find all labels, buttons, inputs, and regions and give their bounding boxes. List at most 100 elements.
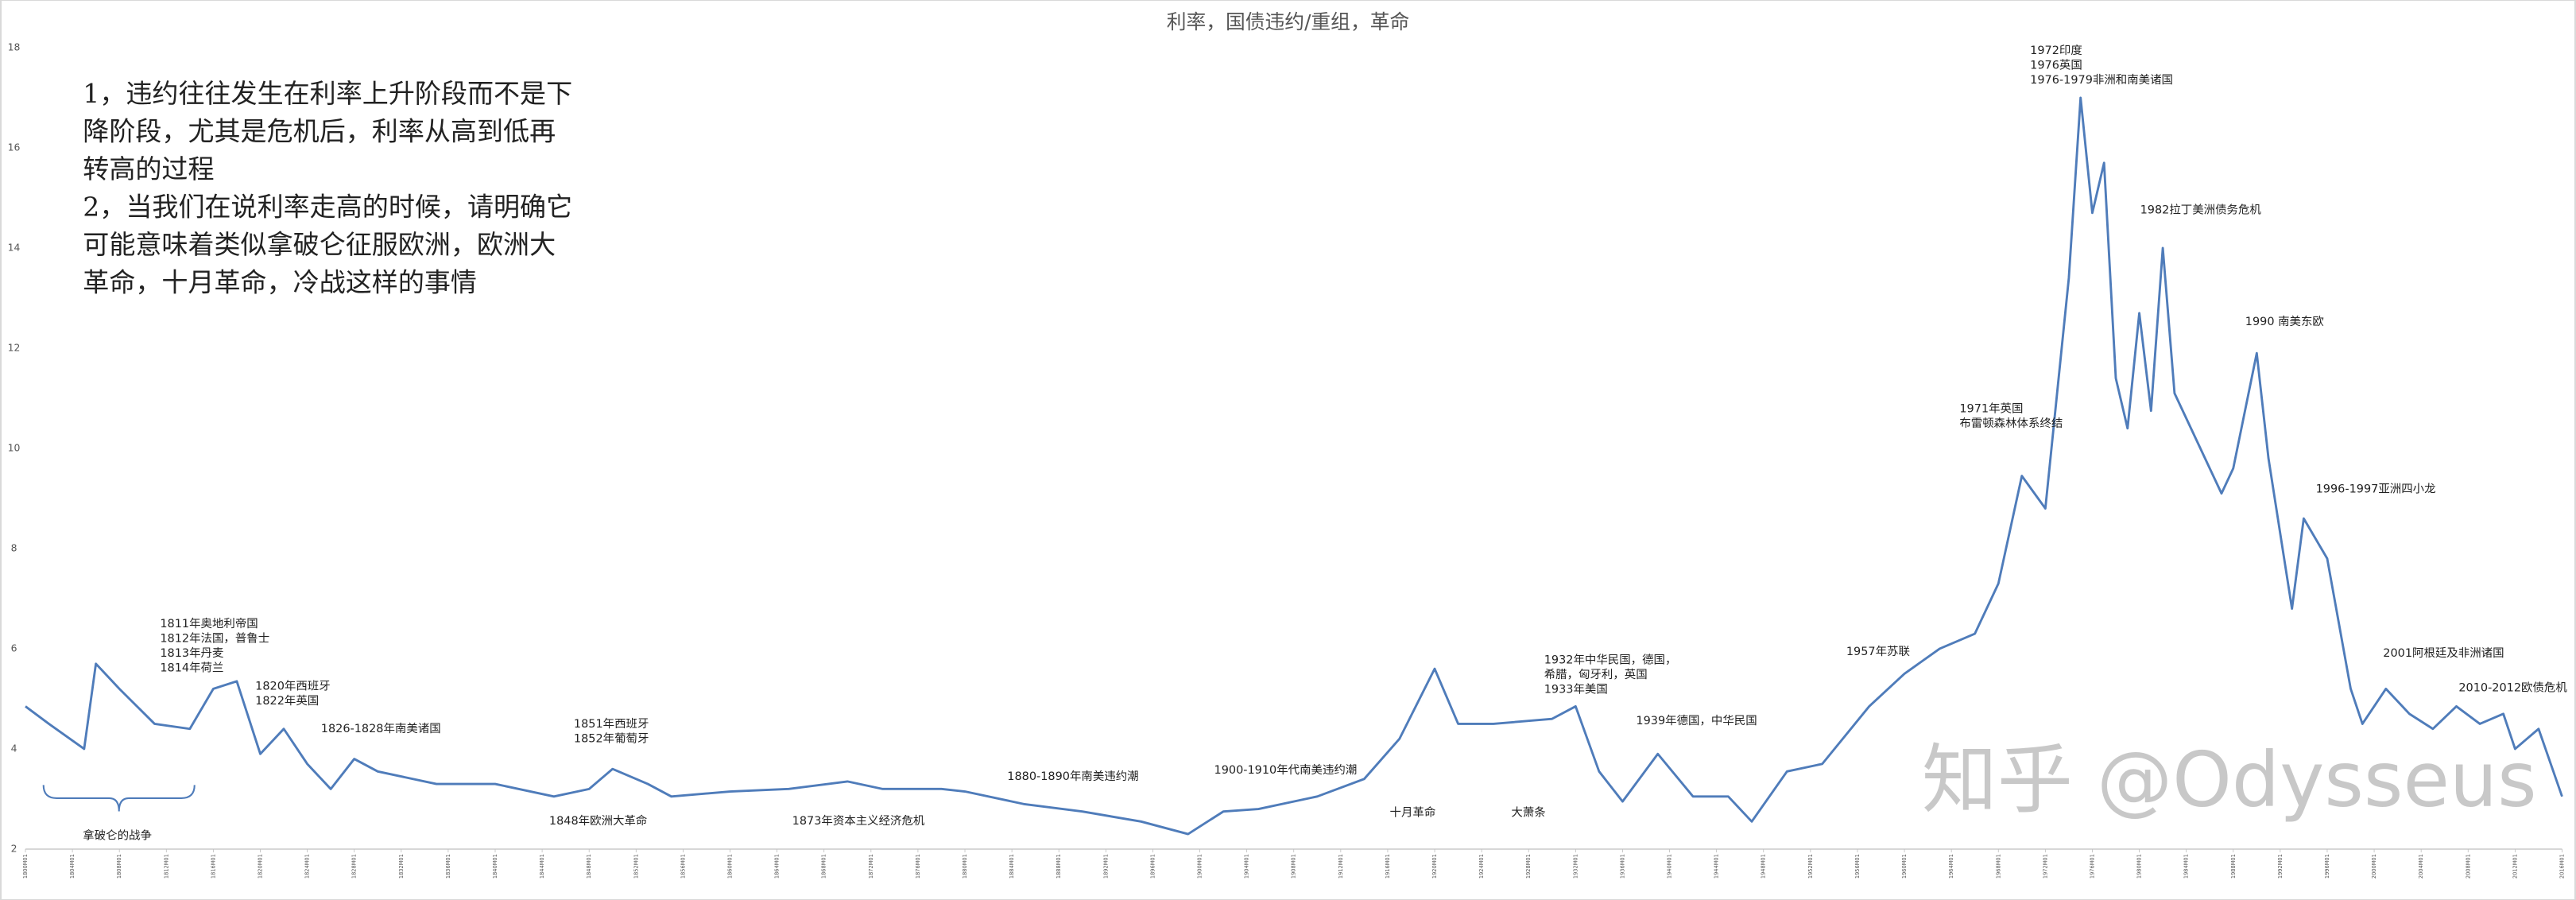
annotation: 1990 南美东欧 <box>2245 315 2324 328</box>
x-tick-label: 1816M01 <box>210 854 216 879</box>
x-tick-label: 1840M01 <box>492 854 498 879</box>
annotation: 1851年西班牙 <box>574 717 649 731</box>
x-tick-label: 1996M01 <box>2324 854 2330 879</box>
x-tick-label: 2000M01 <box>2371 854 2377 879</box>
annotation: 1933年美国 <box>1544 683 1608 696</box>
x-tick-label: 1916M01 <box>1385 854 1391 879</box>
annotation: 1812年法国，普鲁士 <box>160 632 269 646</box>
annotation: 1811年奥地利帝国 <box>160 617 258 630</box>
y-tick-label: 4 <box>11 742 17 754</box>
x-tick-label: 1988M01 <box>2230 854 2237 879</box>
annotation: 1813年丹麦 <box>160 646 223 660</box>
note-line: 降阶段，尤其是危机后，利率从高到低再 <box>83 115 556 146</box>
x-tick-label: 1908M01 <box>1291 854 1297 879</box>
annotation: 2001阿根廷及非洲诸国 <box>2383 646 2504 660</box>
annotation: 1848年欧洲大革命 <box>549 813 647 828</box>
x-tick-label: 1936M01 <box>1619 854 1625 879</box>
x-tick-label: 1968M01 <box>1995 854 2001 879</box>
x-tick-label: 1976M01 <box>2089 854 2095 879</box>
x-tick-label: 1820M01 <box>257 854 263 879</box>
x-tick-label: 1836M01 <box>445 854 451 879</box>
x-tick-label: 1956M01 <box>1854 854 1861 879</box>
x-tick-label: 1828M01 <box>351 854 358 879</box>
x-tick-label: 1824M01 <box>304 854 311 879</box>
x-tick-label: 1860M01 <box>727 854 734 879</box>
y-tick-label: 12 <box>8 341 21 353</box>
x-tick-label: 1888M01 <box>1056 854 1062 879</box>
annotation: 1957年苏联 <box>1846 645 1910 658</box>
annotation: 1982拉丁美洲债务危机 <box>2140 203 2262 216</box>
x-tick-label: 1808M01 <box>116 854 122 879</box>
annotation: 大萧条 <box>1511 806 1545 820</box>
annotation: 2010-2012欧债危机 <box>2458 681 2567 695</box>
y-tick-label: 14 <box>8 241 21 253</box>
x-tick-label: 1912M01 <box>1338 854 1344 879</box>
annotation: 1976-1979非洲和南美诸国 <box>2030 73 2173 87</box>
x-tick-label: 1924M01 <box>1478 854 1485 879</box>
note-line: 可能意味着类似拿破仑征服欧洲，欧洲大 <box>83 229 556 260</box>
annotation: 1822年英国 <box>255 693 319 708</box>
annotation: 1976英国 <box>2030 58 2082 72</box>
x-tick-label: 1920M01 <box>1431 854 1438 879</box>
x-tick-label: 1880M01 <box>962 854 968 879</box>
x-tick-label: 1892M01 <box>1102 854 1109 879</box>
data-line <box>25 96 2563 836</box>
annotation: 1939年德国，中华民国 <box>1636 714 1757 727</box>
y-tick-label: 18 <box>8 41 21 52</box>
x-tick-label: 1960M01 <box>1901 854 1908 879</box>
y-tick-label: 6 <box>11 642 17 654</box>
note-line: 转高的过程 <box>83 153 214 184</box>
annotation: 1880-1890年南美违约潮 <box>1007 770 1138 783</box>
x-tick-label: 1852M01 <box>633 854 639 879</box>
watermark: 知乎 @Odysseus <box>1922 736 2537 824</box>
annotation: 1932年中华民国，德国， <box>1544 653 1677 666</box>
x-tick-label: 1832M01 <box>398 854 405 879</box>
x-tick-label: 1900M01 <box>1197 854 1203 879</box>
annotation: 布雷顿森林体系终结 <box>1959 417 2063 430</box>
bracket <box>42 785 196 812</box>
x-tick-label: 1848M01 <box>586 854 592 879</box>
y-tick-label: 10 <box>8 441 21 453</box>
x-tick-label: 1932M01 <box>1572 854 1579 879</box>
x-tick-label: 1944M01 <box>1714 854 1720 879</box>
annotation: 1972印度 <box>2030 44 2082 57</box>
x-tick-label: 1844M01 <box>539 854 545 879</box>
x-tick-label: 1896M01 <box>1149 854 1156 879</box>
x-tick-label: 1940M01 <box>1667 854 1673 879</box>
x-tick-label: 1992M01 <box>2277 854 2284 879</box>
x-tick-label: 2016M01 <box>2559 854 2565 879</box>
annotation: 1900-1910年代南美违约潮 <box>1214 763 1358 777</box>
annotation: 拿破仑的战争 <box>83 828 152 842</box>
x-tick-label: 2012M01 <box>2512 854 2518 879</box>
x-tick-label: 2004M01 <box>2418 854 2424 879</box>
x-tick-label: 1868M01 <box>821 854 827 879</box>
x-tick-label: 1972M01 <box>2042 854 2048 879</box>
chart-title: 利率，国债违约/重组，革命 <box>1167 10 1410 33</box>
annotation: 1814年荷兰 <box>160 661 223 675</box>
x-tick-label: 1812M01 <box>163 854 169 879</box>
annotation: 1852年葡萄牙 <box>574 732 649 746</box>
x-tick-label: 1964M01 <box>1948 854 1954 879</box>
x-tick-label: 1856M01 <box>680 854 686 879</box>
x-tick-label: 1800M01 <box>22 854 29 879</box>
x-tick-label: 1948M01 <box>1761 854 1767 879</box>
annotation: 1820年西班牙 <box>255 679 331 692</box>
annotation: 1996-1997亚洲四小龙 <box>2316 483 2436 496</box>
x-tick-label: 1904M01 <box>1244 854 1250 879</box>
x-tick-label: 2008M01 <box>2465 854 2471 879</box>
annotation: 1873年资本主义经济危机 <box>792 814 925 828</box>
annotation: 1826-1828年南美诸国 <box>321 722 441 735</box>
x-tick-label: 1984M01 <box>2183 854 2190 879</box>
x-tick-label: 1928M01 <box>1525 854 1532 879</box>
x-tick-label: 1864M01 <box>774 854 781 879</box>
x-tick-label: 1952M01 <box>1807 854 1814 879</box>
note-line: 1，违约往往发生在利率上升阶段而不是下 <box>83 78 572 109</box>
x-tick-label: 1876M01 <box>915 854 921 879</box>
y-tick-label: 8 <box>11 541 17 553</box>
note-line: 革命，十月革命，冷战这样的事情 <box>83 266 477 297</box>
note-line: 2，当我们在说利率走高的时候，请明确它 <box>83 191 572 222</box>
x-tick-label: 1804M01 <box>69 854 76 879</box>
x-tick-label: 1884M01 <box>1009 854 1015 879</box>
